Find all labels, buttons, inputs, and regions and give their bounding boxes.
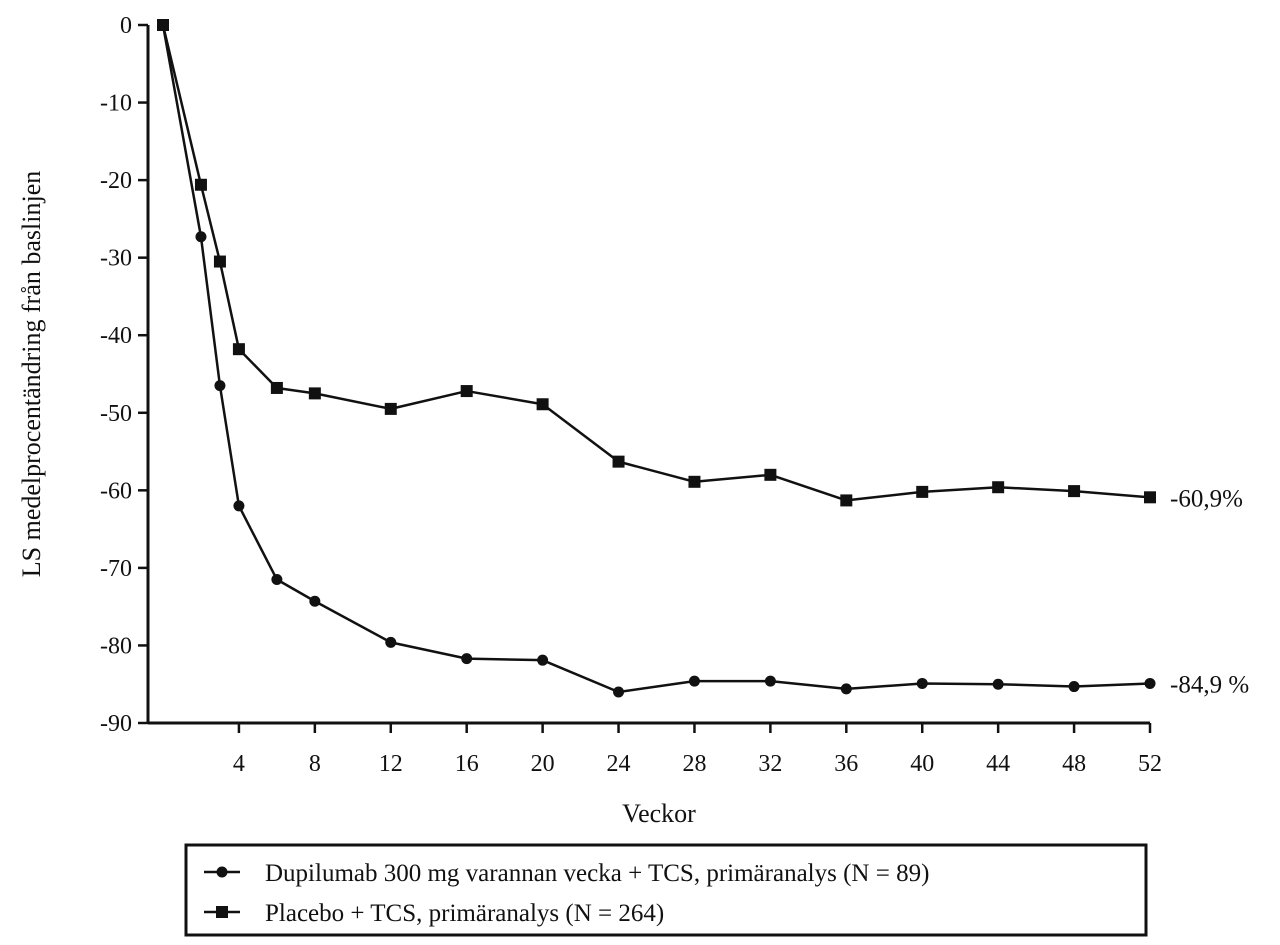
data-point-placebo: [213, 255, 226, 268]
data-point-dupilumab: [271, 574, 283, 586]
y-tick-label: -80: [100, 633, 132, 659]
x-tick-label: 16: [455, 751, 479, 777]
data-point-dupilumab: [1068, 681, 1080, 693]
y-axis-ticks: 0 -10 -20 -30 -40 -50 -60 -70 -80 -90: [100, 13, 148, 737]
data-point-placebo: [688, 475, 701, 488]
x-tick-label: 24: [607, 751, 631, 777]
data-point-placebo: [308, 387, 321, 400]
data-point-placebo: [916, 485, 929, 498]
data-point-placebo: [536, 398, 549, 411]
legend-item-dupilumab: Dupilumab 300 mg varannan vecka + TCS, p…: [204, 860, 929, 887]
legend-box: [184, 843, 1148, 937]
x-tick-label: 48: [1062, 751, 1086, 777]
y-tick-label: -10: [100, 91, 132, 117]
x-tick-label: 12: [379, 751, 403, 777]
x-tick-label: 44: [986, 751, 1010, 777]
data-point-dupilumab: [214, 380, 226, 392]
x-tick-label: 52: [1138, 751, 1162, 777]
data-point-dupilumab: [992, 678, 1004, 690]
data-point-dupilumab: [385, 636, 397, 648]
data-point-placebo: [992, 481, 1005, 494]
series-group: [157, 19, 1156, 698]
data-point-placebo: [764, 468, 777, 481]
data-point-placebo: [840, 494, 853, 507]
data-point-dupilumab: [613, 686, 625, 698]
x-tick-label: 20: [531, 751, 555, 777]
data-point-dupilumab: [840, 683, 852, 695]
data-point-dupilumab: [233, 500, 245, 512]
data-point-dupilumab: [461, 653, 473, 665]
x-tick-label: 28: [682, 751, 706, 777]
data-point-placebo: [157, 19, 169, 31]
x-axis-ticks: 4 8 12 16 20 24 28 32 36 40 44 48 52: [233, 723, 1162, 777]
data-point-dupilumab: [764, 675, 776, 687]
legend-marker-square-icon: [216, 906, 228, 918]
y-axis-title: LS medelprocentändring från baslinjen: [17, 171, 46, 577]
y-tick-label: -90: [100, 711, 132, 737]
end-label-placebo: -60,9%: [1170, 485, 1243, 512]
x-tick-label: 4: [233, 751, 245, 777]
data-point-placebo: [232, 343, 245, 356]
data-point-dupilumab: [916, 677, 928, 689]
data-point-dupilumab: [1144, 677, 1156, 689]
data-point-placebo: [1068, 485, 1081, 498]
series-line-dupilumab: [161, 24, 1151, 694]
legend-label-dupilumab: Dupilumab 300 mg varannan vecka + TCS, p…: [265, 860, 929, 887]
data-point-placebo: [194, 178, 207, 191]
legend-label-placebo: Placebo + TCS, primäranalys (N = 264): [265, 900, 664, 927]
y-tick-label: -70: [100, 556, 132, 582]
legend-item-placebo: Placebo + TCS, primäranalys (N = 264): [204, 900, 664, 927]
y-tick-label: -20: [100, 168, 132, 194]
data-point-dupilumab: [688, 675, 700, 687]
legend-marker-circle-icon: [216, 866, 228, 878]
data-point-placebo: [270, 381, 283, 394]
y-tick-label: -40: [100, 323, 132, 349]
series-line-placebo: [161, 24, 1151, 502]
y-tick-label: -30: [100, 246, 132, 272]
x-tick-label: 36: [834, 751, 858, 777]
data-point-dupilumab: [195, 231, 207, 243]
end-label-dupilumab: -84,9 %: [1170, 671, 1249, 698]
data-point-dupilumab: [309, 595, 321, 607]
data-point-placebo: [1144, 491, 1156, 504]
data-point-placebo: [612, 455, 625, 468]
data-point-placebo: [384, 402, 397, 415]
x-axis-title: Veckor: [622, 799, 696, 828]
x-tick-label: 32: [758, 751, 782, 777]
y-tick-label: 0: [120, 13, 132, 39]
data-point-placebo: [460, 385, 473, 398]
legend: Dupilumab 300 mg varannan vecka + TCS, p…: [184, 843, 1148, 937]
y-tick-label: -50: [100, 401, 132, 427]
data-point-dupilumab: [537, 654, 549, 666]
y-tick-label: -60: [100, 478, 132, 504]
x-tick-label: 8: [309, 751, 321, 777]
x-tick-label: 40: [910, 751, 934, 777]
